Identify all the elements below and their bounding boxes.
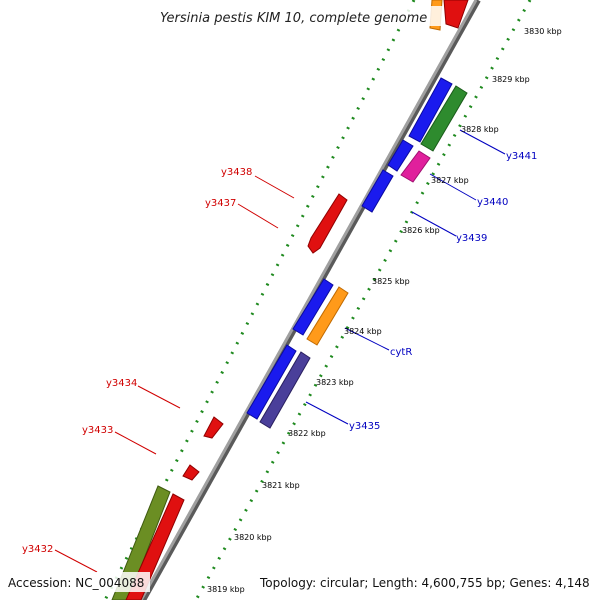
- gene-block[interactable]: [182, 464, 200, 481]
- label-leader: [305, 401, 349, 425]
- tick-label: 3829 kbp: [492, 75, 530, 84]
- gene-block[interactable]: [420, 85, 468, 152]
- gene-label-y3441[interactable]: y3441: [506, 151, 537, 162]
- label-leader: [237, 203, 279, 229]
- gene-block[interactable]: [259, 351, 311, 429]
- gene-block[interactable]: [408, 77, 453, 143]
- label-leader: [114, 431, 157, 455]
- title-backdrop: [155, 6, 443, 26]
- tick-label: 3830 kbp: [524, 27, 562, 36]
- gene-label-y3439[interactable]: y3439: [456, 233, 487, 244]
- tick-label: 3828 kbp: [461, 125, 499, 134]
- gene-block[interactable]: [111, 485, 171, 600]
- tick-label: 3819 kbp: [207, 585, 245, 594]
- gene-label-y3438[interactable]: y3438: [221, 167, 252, 178]
- label-leader: [429, 173, 477, 201]
- map-title: Yersinia pestis KIM 10, complete genome: [160, 11, 427, 26]
- accession-text: Accession: NC_004088: [8, 576, 144, 590]
- tick-label: 3820 kbp: [234, 533, 272, 542]
- gene-block[interactable]: [203, 416, 224, 439]
- summary-text: Topology: circular; Length: 4,600,755 bp…: [259, 576, 590, 590]
- gene-block[interactable]: [306, 286, 349, 346]
- gene-block[interactable]: [292, 278, 334, 336]
- gene-label-y3433[interactable]: y3433: [82, 425, 113, 436]
- gene-label-y3435[interactable]: y3435: [349, 421, 380, 432]
- tick-label: 3821 kbp: [262, 481, 300, 490]
- gene-label-y3432[interactable]: y3432: [22, 544, 53, 555]
- tick-label: 3826 kbp: [402, 226, 440, 235]
- gene-label-y3440[interactable]: y3440: [477, 197, 508, 208]
- tick-label: 3823 kbp: [316, 378, 354, 387]
- accession-backdrop: [4, 572, 150, 592]
- label-leader: [459, 129, 506, 155]
- tick-label: 3822 kbp: [288, 429, 326, 438]
- gene-block[interactable]: [387, 139, 414, 172]
- label-leader: [137, 385, 181, 409]
- summary-backdrop: [256, 572, 596, 592]
- gene-label-y3434[interactable]: y3434: [106, 378, 137, 389]
- label-leader: [54, 549, 98, 573]
- tick-label: 3827 kbp: [431, 176, 469, 185]
- label-leader: [344, 327, 390, 351]
- label-leader: [254, 175, 295, 199]
- gene-block[interactable]: [361, 169, 394, 213]
- gene-block[interactable]: [307, 193, 348, 254]
- tick-track-right: [194, 0, 532, 600]
- gene-label-cytR[interactable]: cytR: [390, 347, 412, 358]
- gene-label-y3437[interactable]: y3437: [205, 198, 236, 209]
- label-leader: [411, 211, 457, 237]
- gene-block[interactable]: [443, 0, 469, 29]
- gene-block[interactable]: [246, 344, 297, 420]
- gene-block[interactable]: [400, 150, 431, 183]
- backbone: [139, 0, 478, 600]
- tick-label: 3825 kbp: [372, 277, 410, 286]
- tick-label: 3824 kbp: [344, 327, 382, 336]
